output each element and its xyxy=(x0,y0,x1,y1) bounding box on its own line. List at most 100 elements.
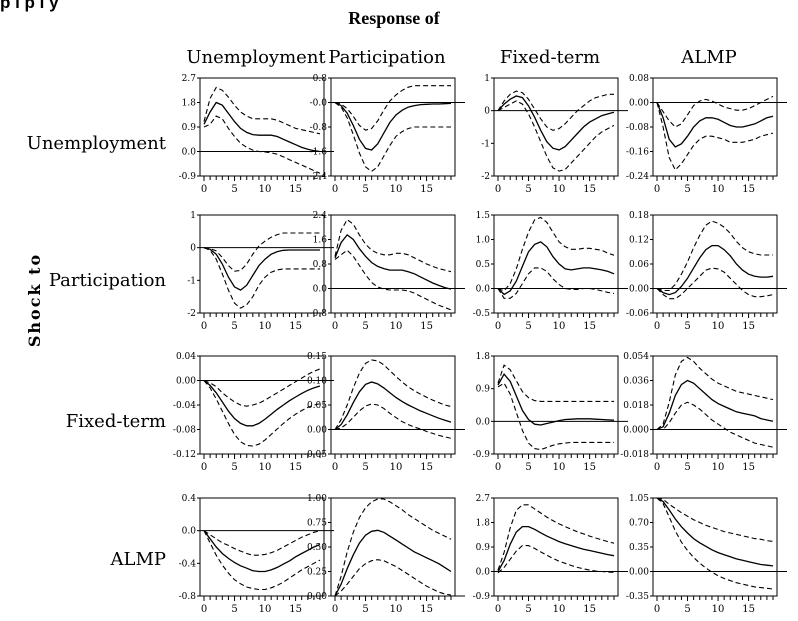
column-header-almp: ALMP xyxy=(680,47,737,68)
panel-unemployment-to-unemployment-ytick-label: 1.8 xyxy=(182,99,197,109)
panel-fixed-term-to-fixed-term-frame xyxy=(493,355,619,455)
panel-participation-to-almp-estimate-line xyxy=(656,244,774,296)
panel-fixed-term-to-unemployment-upper-line xyxy=(203,368,321,407)
panel-unemployment-to-almp-xtick-label: 5 xyxy=(684,184,690,195)
panel-participation-to-participation-lower-line xyxy=(334,249,452,311)
panel-fixed-term-to-almp-ytick-label: 0.036 xyxy=(623,377,649,387)
panel-participation-to-participation-frame xyxy=(330,214,456,314)
panel-unemployment-to-participation-xtick-label: 10 xyxy=(390,184,403,195)
panel-participation-to-participation-ytick-label: 1.6 xyxy=(313,236,328,246)
panel-almp-to-unemployment-upper-line xyxy=(203,530,321,556)
panel-almp-to-participation: 0.00 0.25 0.50 0.75 1.00 0 5 10 15 xyxy=(307,494,465,615)
panel-unemployment-to-unemployment-lower-line xyxy=(203,115,321,174)
panel-fixed-term-to-almp-ytick-label: -0.018 xyxy=(620,450,649,460)
panel-unemployment-to-fixed-term-upper-line xyxy=(497,90,614,131)
panel-participation-to-participation-ytick-label: 0.0 xyxy=(313,285,328,295)
panel-unemployment-to-almp-ytick-label: 0.08 xyxy=(629,74,649,84)
panel-fixed-term-to-participation-xtick-label: 5 xyxy=(362,462,368,473)
panel-participation-to-almp-lower-line xyxy=(656,267,774,300)
panel-unemployment-to-almp: -0.24 -0.16 -0.08 0.00 0.08 0 5 10 15 xyxy=(626,74,787,195)
panel-almp-to-participation-xtick-label: 10 xyxy=(390,604,403,615)
row-label-unemployment: Unemployment xyxy=(27,133,167,154)
panel-fixed-term-to-participation-estimate-line xyxy=(334,381,452,431)
panel-unemployment-to-fixed-term-ytick-label: 1 xyxy=(484,74,490,84)
panel-participation-to-unemployment-ytick-label: -1 xyxy=(187,276,196,286)
panel-participation-to-participation-upper-line xyxy=(334,218,452,273)
panel-participation-to-fixed-term-xtick-label: 10 xyxy=(553,321,566,332)
panel-participation-to-fixed-term-frame xyxy=(493,214,619,314)
panel-almp-to-unemployment-ytick-label: 0.0 xyxy=(182,527,197,537)
panel-unemployment-to-unemployment-ytick-label: -0.9 xyxy=(179,172,197,182)
panel-almp-to-almp-ytick-label: 0.70 xyxy=(629,519,649,529)
panels-group: Unemployment Participation Fixed-term ALMPU… xyxy=(27,47,787,615)
panel-participation-to-unemployment-xtick-label: 10 xyxy=(259,321,272,332)
panel-unemployment-to-almp-ytick-label: -0.24 xyxy=(626,172,649,182)
panel-almp-to-fixed-term-xtick-label: 10 xyxy=(553,604,566,615)
panel-participation-to-unemployment-ytick-label: -2 xyxy=(187,309,196,319)
panel-almp-to-fixed-term-ytick-label: 2.7 xyxy=(476,494,491,504)
panel-participation-to-fixed-term-xtick-label: 5 xyxy=(525,321,531,332)
panel-participation-to-participation-xtick-label: 0 xyxy=(332,321,338,332)
panel-participation-to-participation-ytick-label: 2.4 xyxy=(313,211,328,221)
panel-almp-to-almp-xtick-label: 5 xyxy=(684,604,690,615)
panel-fixed-term-to-unemployment-ytick-label: 0.04 xyxy=(176,352,196,362)
panel-almp-to-fixed-term-xtick-label: 5 xyxy=(525,604,531,615)
panel-unemployment-to-unemployment-ytick-label: 2.7 xyxy=(182,74,197,84)
panel-unemployment-to-fixed-term-frame xyxy=(493,77,619,177)
panel-unemployment-to-unemployment-estimate-line xyxy=(203,101,321,153)
panel-almp-to-fixed-term-ytick-label: 0.9 xyxy=(476,543,491,553)
panel-almp-to-participation-ytick-label: 1.00 xyxy=(307,494,327,504)
panel-almp-to-unemployment-xtick-label: 15 xyxy=(289,604,302,615)
panel-unemployment-to-fixed-term-xtick-label: 0 xyxy=(495,184,501,195)
panel-participation-to-participation-xtick-label: 15 xyxy=(420,321,433,332)
panel-almp-to-fixed-term-lower-line xyxy=(497,545,615,574)
panel-fixed-term-to-participation-xtick-label: 15 xyxy=(420,462,433,473)
panel-participation-to-fixed-term-ytick-label: 1.0 xyxy=(476,236,491,246)
panel-fixed-term-to-almp-xtick-label: 5 xyxy=(684,462,690,473)
panel-fixed-term-to-almp-xtick-label: 15 xyxy=(742,462,755,473)
panel-participation-to-fixed-term-ytick-label: 0.5 xyxy=(476,260,491,270)
panel-almp-to-participation-ytick-label: 0.50 xyxy=(307,543,327,553)
column-header-fixed-term: Fixed-term xyxy=(500,47,600,68)
panel-fixed-term-to-participation-ytick-label: 0.10 xyxy=(307,377,327,387)
panel-almp-to-almp-ytick-label: -0.35 xyxy=(626,592,649,602)
panel-participation-to-almp-ytick-label: 0.00 xyxy=(629,285,649,295)
panel-almp-to-almp-xtick-label: 0 xyxy=(654,604,660,615)
panel-fixed-term-to-unemployment-ytick-label: -0.04 xyxy=(173,401,196,411)
panel-fixed-term-to-participation-upper-line xyxy=(334,359,452,430)
panel-unemployment-to-participation: -2.4 -1.6 -0.8 -0.0 0.8 0 5 10 15 xyxy=(310,74,465,195)
panel-fixed-term-to-participation-frame xyxy=(330,355,456,455)
panel-participation-to-participation-xtick-label: 10 xyxy=(390,321,403,332)
panel-participation-to-unemployment-upper-line xyxy=(203,232,320,272)
panel-participation-to-participation-xtick-label: 5 xyxy=(362,321,368,332)
panel-participation-to-participation-ytick-label: -0.8 xyxy=(310,309,328,319)
panel-unemployment-to-fixed-term-xtick-label: 15 xyxy=(583,184,596,195)
panel-almp-to-unemployment-estimate-line xyxy=(203,530,321,573)
column-header-participation: Participation xyxy=(328,47,446,68)
panel-fixed-term-to-almp: -0.018 0.000 0.018 0.036 0.054 0 5 10 15 xyxy=(620,352,787,473)
panel-almp-to-fixed-term: -0.9 0.0 0.9 1.8 2.7 0 5 10 15 xyxy=(473,494,628,615)
panel-participation-to-unemployment-xtick-label: 5 xyxy=(231,321,237,332)
panel-fixed-term-to-fixed-term-xtick-label: 0 xyxy=(495,462,501,473)
panel-participation-to-almp-xtick-label: 0 xyxy=(654,321,660,332)
panel-fixed-term-to-fixed-term-ytick-label: 0.0 xyxy=(476,417,491,427)
panel-fixed-term-to-unemployment-xtick-label: 0 xyxy=(201,462,207,473)
panel-fixed-term-to-participation: -0.05 0.00 0.05 0.10 0.15 0 5 10 15 xyxy=(304,352,465,473)
panel-participation-to-fixed-term-xtick-label: 0 xyxy=(495,321,501,332)
column-header-unemployment: Unemployment xyxy=(186,47,326,68)
panel-fixed-term-to-unemployment-xtick-label: 5 xyxy=(231,462,237,473)
panel-unemployment-to-participation-xtick-label: 15 xyxy=(420,184,433,195)
panel-unemployment-to-participation-xtick-label: 5 xyxy=(362,184,368,195)
panel-fixed-term-to-unemployment-frame xyxy=(199,355,325,455)
panel-fixed-term-to-participation-ytick-label: 0.00 xyxy=(307,426,327,436)
panel-fixed-term-to-unemployment-xtick-label: 15 xyxy=(289,462,302,473)
panel-almp-to-participation-ytick-label: 0.75 xyxy=(307,519,327,529)
panel-almp-to-unemployment-xtick-label: 5 xyxy=(231,604,237,615)
panel-unemployment-to-unemployment-frame xyxy=(199,77,325,177)
panel-fixed-term-to-fixed-term: -0.9 0.0 0.9 1.8 0 5 10 15 xyxy=(473,352,628,473)
panel-unemployment-to-fixed-term-ytick-label: 0 xyxy=(484,107,490,117)
panel-unemployment-to-unemployment-xtick-label: 10 xyxy=(259,184,272,195)
panel-unemployment-to-unemployment-ytick-label: 0.0 xyxy=(182,148,197,158)
panel-fixed-term-to-almp-xtick-label: 10 xyxy=(712,462,725,473)
